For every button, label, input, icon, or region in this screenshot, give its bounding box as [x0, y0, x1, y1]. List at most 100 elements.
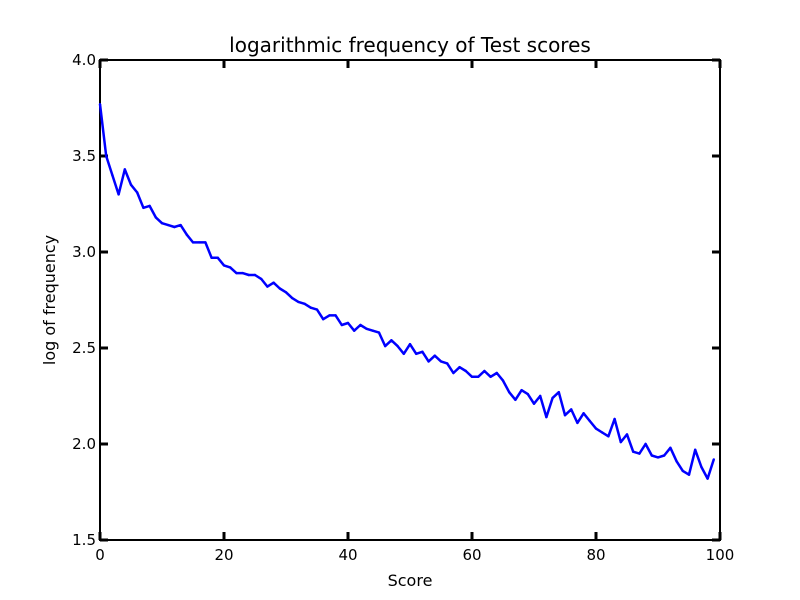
data-point	[582, 412, 585, 415]
y-tick-label: 1.5	[72, 531, 96, 549]
axis-ticks: 0 20 40 60 80 100 1.5 2.0 2.5 3.0 3.5 4.0	[72, 51, 734, 564]
series-line	[98, 104, 715, 480]
data-point	[297, 300, 300, 304]
data-point	[167, 223, 170, 227]
data-point	[452, 371, 455, 375]
chart-title: logarithmic frequency of Test scores	[229, 33, 591, 57]
data-point	[539, 394, 542, 398]
data-point	[105, 154, 108, 158]
data-point	[278, 287, 281, 290]
data-point	[433, 354, 436, 357]
data-point	[191, 241, 195, 244]
data-point	[334, 314, 337, 317]
y-tick-label: 2.0	[72, 435, 96, 453]
data-point	[458, 366, 461, 369]
data-point	[526, 392, 529, 396]
data-point	[650, 454, 653, 457]
data-point	[377, 331, 381, 334]
data-point	[408, 343, 412, 346]
data-point	[576, 421, 579, 425]
data-point	[235, 271, 238, 275]
data-point	[545, 415, 548, 419]
data-point	[117, 193, 120, 196]
data-point	[663, 454, 666, 457]
data-point	[253, 273, 257, 277]
data-point	[365, 327, 368, 330]
data-point	[551, 396, 554, 400]
data-point	[681, 469, 684, 473]
data-point	[346, 321, 350, 325]
x-axis-label: Score	[388, 571, 433, 590]
x-tick-label: 0	[95, 546, 105, 564]
y-tick-label: 4.0	[72, 51, 96, 69]
data-point	[483, 369, 486, 373]
data-point	[700, 465, 703, 469]
data-point	[656, 456, 660, 459]
series-group	[98, 103, 715, 480]
y-tick-label: 2.5	[72, 339, 96, 357]
data-point	[570, 408, 573, 411]
data-point	[229, 266, 232, 269]
data-point	[247, 273, 250, 277]
data-point	[371, 329, 374, 332]
x-tick-label: 60	[462, 546, 481, 564]
data-point	[607, 435, 610, 438]
data-point	[464, 369, 467, 373]
data-point	[638, 452, 641, 455]
data-point	[632, 450, 635, 453]
data-point	[216, 256, 219, 259]
data-point	[111, 174, 114, 177]
data-point	[508, 391, 511, 394]
x-tick-label: 40	[338, 546, 357, 564]
data-point	[315, 308, 319, 311]
data-point	[588, 419, 591, 423]
x-tick-label: 20	[214, 546, 233, 564]
data-point	[185, 233, 188, 236]
data-point	[489, 375, 492, 378]
data-point	[241, 271, 244, 275]
data-point	[687, 473, 691, 476]
data-point	[514, 398, 517, 401]
data-point	[669, 446, 672, 449]
data-point	[594, 427, 598, 430]
data-point	[359, 323, 362, 327]
data-point	[260, 277, 263, 281]
data-point	[712, 458, 715, 461]
data-point	[501, 379, 505, 382]
data-point	[309, 306, 312, 309]
data-point	[532, 402, 536, 405]
data-point	[601, 431, 604, 434]
data-point	[706, 477, 709, 480]
data-point	[619, 440, 622, 444]
data-point	[210, 256, 213, 259]
data-point	[675, 460, 678, 463]
data-point	[123, 168, 127, 171]
data-point	[129, 183, 133, 186]
data-point	[446, 362, 449, 365]
data-point	[266, 285, 269, 288]
y-tick-label: 3.0	[72, 243, 96, 261]
data-point	[427, 360, 430, 363]
data-point	[328, 314, 331, 317]
data-point	[322, 318, 325, 321]
data-point	[644, 442, 647, 446]
data-point	[495, 371, 498, 375]
data-point	[98, 103, 102, 106]
data-point	[625, 433, 629, 436]
data-point	[148, 204, 151, 208]
data-point	[154, 216, 157, 219]
data-point	[563, 414, 567, 417]
data-point	[477, 375, 480, 378]
data-point	[415, 352, 418, 355]
data-point	[439, 360, 443, 363]
data-point	[520, 389, 523, 392]
data-point	[421, 350, 424, 353]
x-tick-label: 100	[706, 546, 735, 564]
data-point	[284, 291, 288, 294]
data-point	[303, 302, 306, 305]
data-point	[198, 241, 201, 244]
data-point	[402, 352, 405, 355]
data-point	[396, 344, 399, 348]
data-point	[340, 323, 343, 327]
